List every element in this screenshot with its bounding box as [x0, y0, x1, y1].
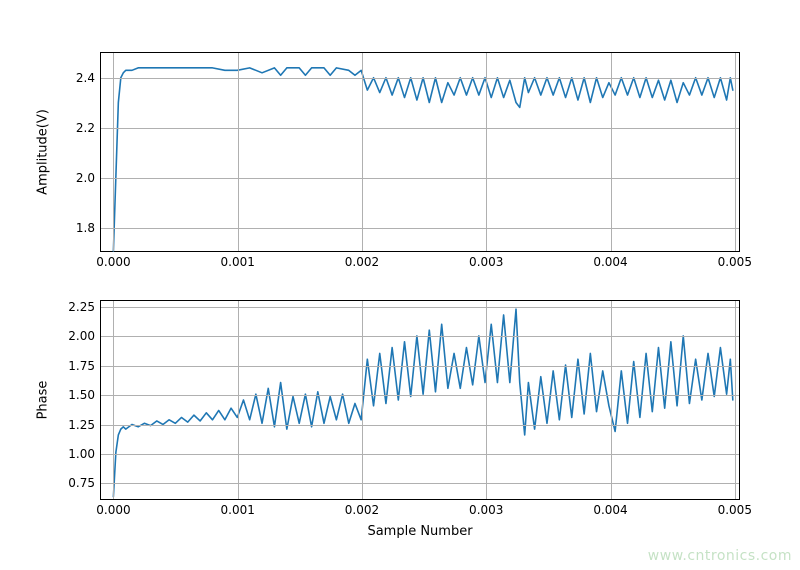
phase-ylabel: Phase: [36, 381, 51, 420]
ytick-label: 2.4: [76, 71, 95, 85]
data-line: [113, 309, 732, 497]
data-line: [113, 68, 732, 251]
grid-line-horizontal: [101, 425, 739, 426]
ytick-label: 2.00: [68, 329, 95, 343]
xtick-label: 0.005: [718, 503, 752, 517]
xtick-label: 0.003: [469, 255, 503, 269]
xtick-label: 0.000: [96, 255, 130, 269]
xtick-label: 0.002: [345, 503, 379, 517]
grid-line-horizontal: [101, 366, 739, 367]
grid-line-vertical: [735, 53, 736, 251]
xtick-label: 0.004: [593, 255, 627, 269]
grid-line-vertical: [362, 53, 363, 251]
grid-line-horizontal: [101, 307, 739, 308]
amplitude-ylabel: Amplitude(V): [36, 109, 51, 195]
phase-axes: Phase Sample Number 0.0000.0010.0020.003…: [100, 300, 740, 500]
xtick-label: 0.004: [593, 503, 627, 517]
grid-line-vertical: [611, 301, 612, 499]
grid-line-vertical: [238, 53, 239, 251]
figure: Amplitude(V) 0.000 0.001 0.002 0.003 0.004 0.…: [0, 0, 800, 570]
ytick-label: 1.8: [76, 221, 95, 235]
watermark-text: www.cntronics.com: [648, 548, 792, 564]
amplitude-plot-svg: [101, 53, 739, 251]
grid-line-vertical: [113, 53, 114, 251]
ytick-label: 1.25: [68, 418, 95, 432]
grid-line-vertical: [238, 301, 239, 499]
xtick-label: 0.005: [718, 255, 752, 269]
xtick-label: 0.001: [221, 255, 255, 269]
grid-line-vertical: [486, 301, 487, 499]
grid-line-horizontal: [101, 128, 739, 129]
xtick-label: 0.000: [96, 503, 130, 517]
xtick-label: 0.001: [221, 503, 255, 517]
grid-line-horizontal: [101, 228, 739, 229]
grid-line-horizontal: [101, 395, 739, 396]
grid-line-vertical: [735, 301, 736, 499]
grid-line-horizontal: [101, 483, 739, 484]
xtick-label: 0.003: [469, 503, 503, 517]
xtick-label: 0.002: [345, 255, 379, 269]
ytick-label: 2.25: [68, 300, 95, 314]
grid-line-vertical: [362, 301, 363, 499]
grid-line-horizontal: [101, 178, 739, 179]
ytick-label: 1.00: [68, 447, 95, 461]
ytick-label: 2.0: [76, 171, 95, 185]
ytick-label: 1.75: [68, 359, 95, 373]
grid-line-horizontal: [101, 336, 739, 337]
phase-plot-svg: [101, 301, 739, 499]
ytick-label: 1.50: [68, 388, 95, 402]
grid-line-horizontal: [101, 78, 739, 79]
grid-line-vertical: [113, 301, 114, 499]
grid-line-vertical: [611, 53, 612, 251]
grid-line-vertical: [486, 53, 487, 251]
ytick-label: 0.75: [68, 476, 95, 490]
grid-line-horizontal: [101, 454, 739, 455]
amplitude-axes: Amplitude(V) 0.0000.0010.0020.0030.0040.…: [100, 52, 740, 252]
ytick-label: 2.2: [76, 121, 95, 135]
phase-xlabel: Sample Number: [367, 524, 472, 539]
